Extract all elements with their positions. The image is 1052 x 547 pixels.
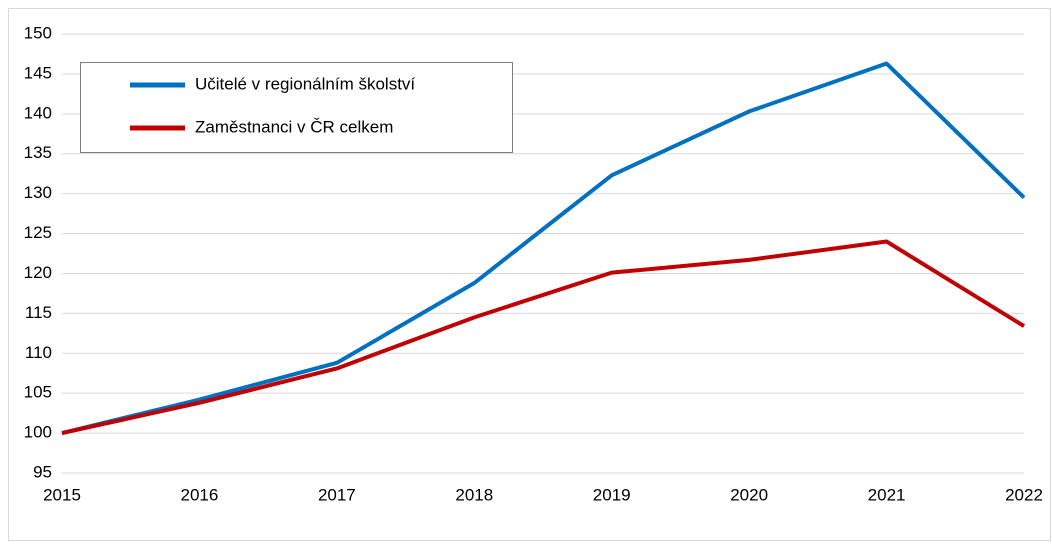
y-tick-label: 130: [24, 183, 52, 202]
chart-border: [8, 8, 1051, 541]
x-tick-label: 2022: [1005, 485, 1043, 504]
legend-box: [80, 62, 513, 153]
x-tick-label: 2019: [593, 485, 631, 504]
y-tick-label: 115: [25, 303, 52, 322]
x-tick-label: 2017: [318, 485, 356, 504]
x-tick-label: 2016: [181, 485, 219, 504]
y-tick-label: 125: [24, 223, 52, 242]
y-tick-label: 135: [24, 143, 52, 162]
y-tick-label: 95: [33, 462, 52, 481]
y-tick-label: 120: [24, 263, 52, 282]
x-tick-label: 2018: [455, 485, 493, 504]
y-tick-label: 105: [24, 383, 52, 402]
series-line: [61, 239, 1026, 436]
x-tick-label: 2020: [730, 485, 768, 504]
y-tick-label: 100: [24, 423, 52, 442]
y-tick-label: 145: [24, 63, 52, 82]
y-tick-label: 150: [24, 23, 52, 42]
x-tick-label: 2021: [868, 485, 906, 504]
series-line: [61, 61, 1026, 436]
y-tick-label: 110: [25, 343, 52, 362]
legend-label: Zaměstnanci v ČR celkem: [195, 117, 393, 136]
legend-label: Učitelé v regionálním školství: [195, 74, 415, 93]
y-tick-label: 140: [24, 103, 52, 122]
x-tick-label: 2015: [43, 485, 81, 504]
